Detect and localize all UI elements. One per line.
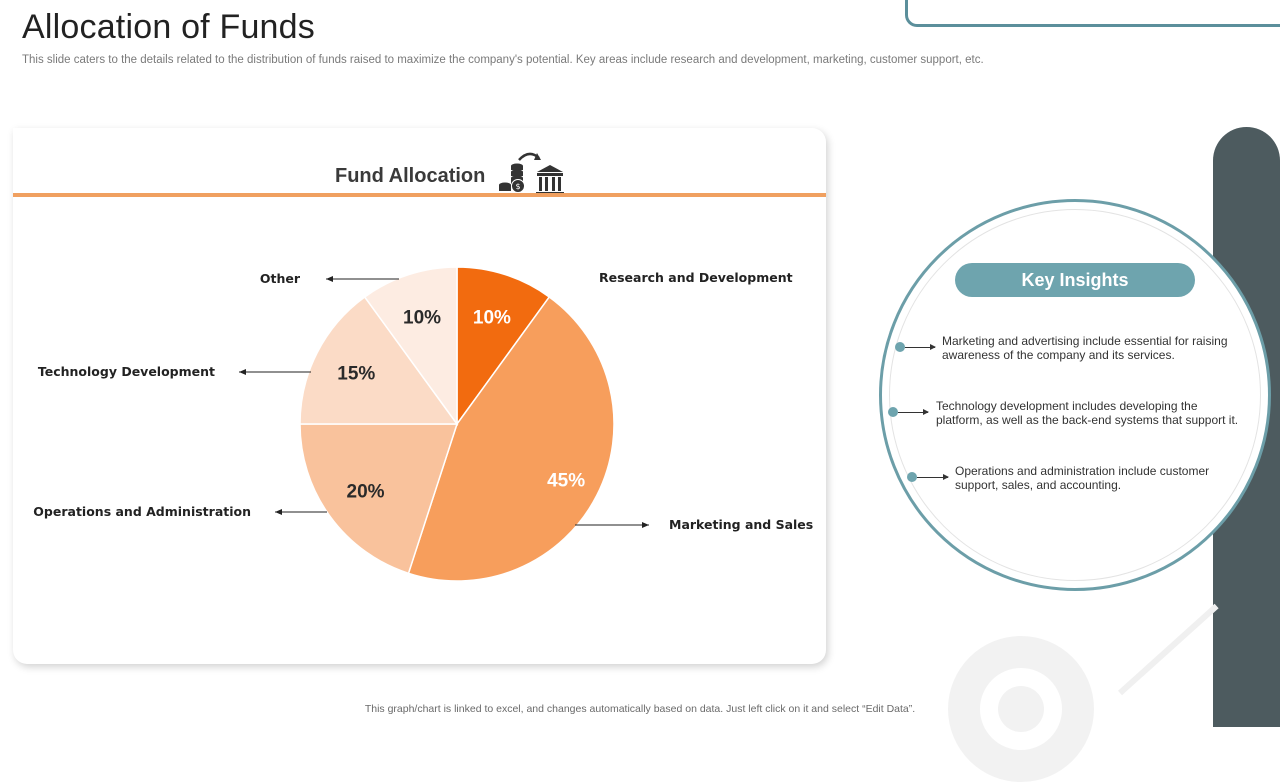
category-label: Marketing and Sales xyxy=(669,517,813,532)
insight-1-line-1: Marketing and advertising include essent… xyxy=(942,334,1228,348)
slide-title: Allocation of Funds xyxy=(22,8,315,46)
pie-slice-research-and-development[interactable] xyxy=(456,266,551,427)
top-decorative-frame xyxy=(905,0,1280,27)
card-title: Fund Allocation xyxy=(335,165,486,187)
insight-arrow-icon xyxy=(917,474,949,480)
pie-slice-operations-and-administration[interactable] xyxy=(299,423,459,575)
footer-note: This graph/chart is linked to excel, and… xyxy=(364,703,916,715)
insight-3-line-2: support, sales, and accounting. xyxy=(955,478,1122,492)
pie-value-label: 45% xyxy=(547,471,585,492)
chart-card[interactable]: Fund Allocation $ 10% 45% 20% xyxy=(13,128,826,664)
insight-item-2: Technology development includes developi… xyxy=(936,399,1246,427)
pie-value-label: 10% xyxy=(403,307,441,328)
pie-slice-marketing-and-sales[interactable] xyxy=(407,295,615,582)
insights-heading: Key Insights xyxy=(955,263,1195,297)
coins-to-bank-icon: $ xyxy=(499,152,564,195)
insight-arrow-icon xyxy=(905,344,936,350)
pie-chart[interactable]: 10% 45% 20% 15% 10% Research and Development M… xyxy=(13,128,826,664)
slide-subtitle: This slide caters to the details related… xyxy=(22,54,984,66)
card-header-rule xyxy=(13,193,826,197)
insight-bullet-icon xyxy=(907,472,917,482)
insight-1-line-2: awareness of the company and its service… xyxy=(942,348,1175,362)
category-label: Operations and Administration xyxy=(33,504,251,519)
insight-bullet-icon xyxy=(888,407,898,417)
insight-2-line-2: platform, as well as the back-end system… xyxy=(936,413,1239,427)
category-label: Other xyxy=(260,271,301,286)
pie-value-label: 10% xyxy=(473,307,511,328)
insight-item-1: Marketing and advertising include essent… xyxy=(942,334,1242,362)
svg-text:$: $ xyxy=(515,182,520,191)
insights-circle-inner xyxy=(889,209,1261,581)
insight-2-line-1: Technology development includes developi… xyxy=(936,399,1198,413)
insight-3-line-1: Operations and administration include cu… xyxy=(955,464,1210,478)
insight-bullet-icon xyxy=(895,342,905,352)
pie-slice-technology-development[interactable] xyxy=(299,295,459,425)
pie-value-label: 20% xyxy=(347,481,385,502)
card-header: Fund Allocation $ xyxy=(13,128,826,198)
insight-arrow-icon xyxy=(898,409,929,415)
decorative-line xyxy=(1117,603,1219,696)
category-label: Technology Development xyxy=(38,364,215,379)
pie-value-label: 15% xyxy=(337,364,375,385)
insight-item-3: Operations and administration include cu… xyxy=(955,464,1235,492)
category-label: Research and Development xyxy=(599,270,793,285)
pie-slice-other[interactable] xyxy=(363,266,458,427)
